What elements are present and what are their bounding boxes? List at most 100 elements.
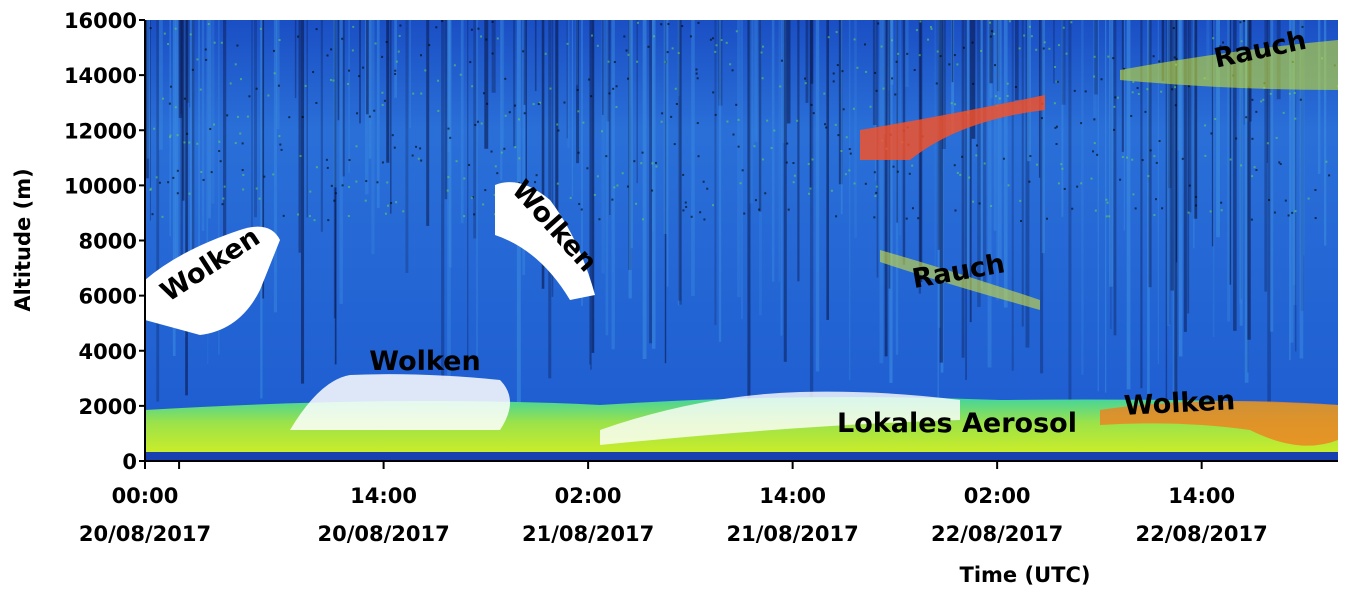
texture-speck <box>755 199 757 201</box>
texture-stripe <box>348 20 349 173</box>
texture-speck <box>951 102 953 104</box>
texture-speck <box>786 162 788 164</box>
texture-speck <box>906 53 908 55</box>
texture-speck <box>1270 93 1272 95</box>
texture-speck <box>348 159 350 161</box>
y-axis-label: Altitude (m) <box>11 168 35 311</box>
texture-speck <box>614 61 616 63</box>
texture-stripe <box>359 20 361 123</box>
texture-speck <box>762 158 764 160</box>
y-tick-label: 6000 <box>79 285 137 309</box>
texture-speck <box>184 98 186 100</box>
texture-stripe <box>590 20 591 370</box>
texture-speck <box>854 38 856 40</box>
texture-speck <box>420 54 422 56</box>
texture-speck <box>874 195 876 197</box>
texture-speck <box>394 73 396 75</box>
texture-speck <box>1132 91 1134 93</box>
texture-speck <box>209 128 211 130</box>
texture-speck <box>796 120 798 122</box>
texture-speck <box>447 176 449 178</box>
texture-speck <box>930 26 932 28</box>
texture-speck <box>805 82 807 84</box>
texture-speck <box>1308 198 1310 200</box>
texture-speck <box>390 202 392 204</box>
texture-speck <box>342 184 344 186</box>
texture-speck <box>441 20 443 22</box>
texture-speck <box>1176 58 1178 60</box>
texture-speck <box>961 156 963 158</box>
texture-speck <box>1235 138 1237 140</box>
texture-speck <box>169 135 171 137</box>
texture-stripe <box>1114 20 1117 335</box>
texture-stripe <box>981 20 983 289</box>
texture-speck <box>352 49 354 51</box>
texture-speck <box>332 80 334 82</box>
texture-speck <box>667 51 669 53</box>
texture-speck <box>1300 99 1302 101</box>
texture-speck <box>352 26 354 28</box>
texture-speck <box>333 200 335 202</box>
texture-speck <box>794 175 796 177</box>
texture-speck <box>1080 182 1082 184</box>
texture-speck <box>159 182 161 184</box>
texture-speck <box>912 207 914 209</box>
texture-speck <box>1029 155 1031 157</box>
texture-stripe <box>797 20 799 281</box>
texture-speck <box>1091 178 1093 180</box>
texture-speck <box>874 72 876 74</box>
texture-stripe <box>473 20 476 238</box>
texture-speck <box>661 121 663 123</box>
texture-stripe <box>772 20 775 282</box>
texture-speck <box>675 88 677 90</box>
texture-speck <box>1174 86 1176 88</box>
texture-speck <box>615 106 617 108</box>
texture-stripe <box>369 20 372 159</box>
texture-speck <box>1114 96 1116 98</box>
texture-speck <box>696 73 698 75</box>
texture-speck <box>601 130 603 132</box>
texture-speck <box>665 61 667 63</box>
texture-speck <box>208 23 210 25</box>
texture-speck <box>804 78 806 80</box>
texture-speck <box>239 133 241 135</box>
page: {"chart_data": {"type": "heatmap", "x_la… <box>0 0 1354 591</box>
texture-stripe <box>601 20 604 274</box>
texture-speck <box>172 177 174 179</box>
texture-speck <box>685 202 687 204</box>
texture-speck <box>224 186 226 188</box>
texture-stripe <box>301 20 304 384</box>
texture-speck <box>492 21 494 23</box>
texture-speck <box>331 185 333 187</box>
texture-speck <box>256 188 258 190</box>
texture-stripe <box>339 20 343 304</box>
texture-speck <box>190 33 192 35</box>
texture-stripe <box>206 20 208 251</box>
texture-stripe <box>1027 20 1031 161</box>
texture-stripe <box>826 20 829 320</box>
texture-speck <box>1023 35 1025 37</box>
texture-stripe <box>1105 20 1106 393</box>
texture-speck <box>237 116 239 118</box>
texture-speck <box>186 133 188 135</box>
texture-speck <box>205 59 207 61</box>
texture-speck <box>721 39 723 41</box>
texture-speck <box>200 171 202 173</box>
texture-speck <box>738 146 740 148</box>
texture-speck <box>341 38 343 40</box>
texture-speck <box>177 192 179 194</box>
texture-stripe <box>476 20 478 356</box>
texture-speck <box>1171 88 1173 90</box>
texture-speck <box>627 54 629 56</box>
texture-speck <box>536 174 538 176</box>
texture-speck <box>420 93 422 95</box>
texture-speck <box>1210 132 1212 134</box>
texture-speck <box>891 39 893 41</box>
texture-speck <box>931 28 933 30</box>
texture-speck <box>1064 188 1066 190</box>
texture-speck <box>327 54 329 56</box>
texture-stripe <box>1062 20 1066 105</box>
texture-stripe <box>180 20 181 114</box>
texture-speck <box>651 190 653 192</box>
texture-speck <box>1214 118 1216 120</box>
